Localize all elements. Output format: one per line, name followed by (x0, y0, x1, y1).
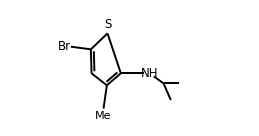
Text: Br: Br (57, 40, 71, 53)
Text: S: S (104, 18, 111, 31)
Text: NH: NH (141, 67, 158, 80)
Text: Me: Me (95, 111, 112, 121)
